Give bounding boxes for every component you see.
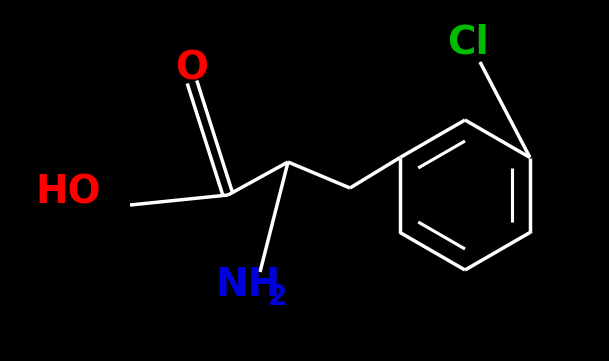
Text: 2: 2 (267, 283, 287, 311)
Text: Cl: Cl (447, 23, 489, 61)
Text: O: O (175, 49, 208, 87)
Text: NH: NH (216, 266, 281, 304)
Text: HO: HO (35, 174, 101, 212)
